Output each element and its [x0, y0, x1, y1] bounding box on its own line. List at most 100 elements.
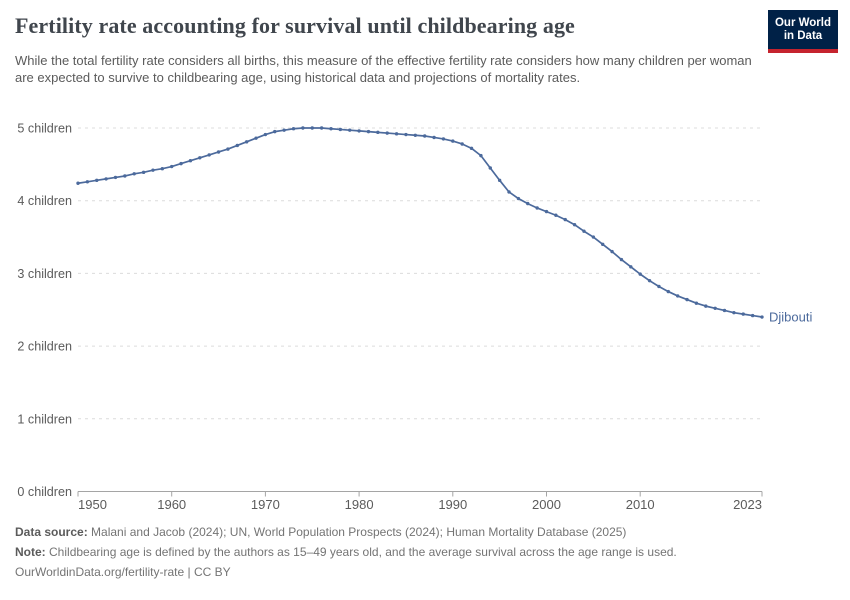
note-line: Note: Childbearing age is defined by the… [15, 542, 835, 562]
data-point[interactable] [207, 153, 211, 157]
data-point[interactable] [104, 177, 108, 181]
page-title: Fertility rate accounting for survival u… [15, 13, 575, 38]
data-point[interactable] [348, 128, 352, 132]
data-point[interactable] [151, 168, 155, 172]
data-point[interactable] [357, 129, 361, 133]
data-point[interactable] [254, 136, 258, 140]
data-point[interactable] [526, 201, 530, 206]
series-line-djibouti[interactable] [77, 127, 763, 318]
data-point[interactable] [722, 308, 727, 313]
data-point[interactable] [460, 142, 464, 146]
data-point[interactable] [338, 127, 343, 132]
data-source-label: Data source: [15, 525, 88, 539]
data-point[interactable] [591, 235, 596, 239]
y-axis-tick-label: 0 children [17, 485, 72, 499]
data-point[interactable] [95, 178, 99, 183]
data-point[interactable] [750, 313, 755, 318]
citation-link[interactable]: OurWorldinData.org/fertility-rate | CC B… [15, 565, 231, 579]
data-point[interactable] [647, 278, 652, 283]
data-point[interactable] [291, 127, 296, 131]
data-point[interactable] [535, 206, 539, 210]
data-point[interactable] [76, 181, 80, 185]
x-axis-tick-label: 1960 [157, 497, 186, 512]
data-point[interactable] [572, 222, 577, 227]
data-point[interactable] [657, 284, 661, 289]
data-point[interactable] [188, 159, 193, 163]
data-point[interactable] [376, 130, 380, 135]
data-point[interactable] [441, 137, 446, 141]
data-point[interactable] [601, 242, 605, 247]
data-point[interactable] [422, 134, 427, 138]
data-point[interactable] [301, 126, 305, 130]
data-point[interactable] [244, 140, 249, 144]
x-axis-tick-label: 1980 [345, 497, 374, 512]
data-point[interactable] [404, 132, 408, 137]
data-point[interactable] [554, 213, 558, 217]
data-point[interactable] [169, 164, 174, 169]
data-source-text: Malani and Jacob (2024); UN, World Popul… [91, 525, 627, 539]
y-axis-tick-label: 3 children [17, 267, 72, 281]
data-point[interactable] [310, 126, 314, 130]
x-axis-tick-label: 1970 [251, 497, 280, 512]
data-point[interactable] [704, 304, 708, 308]
data-point[interactable] [713, 306, 717, 310]
data-point[interactable] [497, 178, 502, 183]
data-point[interactable] [685, 297, 689, 302]
data-point[interactable] [629, 265, 633, 269]
data-point[interactable] [123, 174, 127, 178]
data-point[interactable] [451, 139, 455, 143]
data-point[interactable] [432, 135, 436, 140]
data-point[interactable] [675, 294, 680, 298]
data-point[interactable] [160, 167, 165, 171]
owid-logo-line2: in Data [783, 30, 823, 42]
data-point[interactable] [198, 156, 202, 160]
data-point[interactable] [619, 257, 624, 262]
data-point[interactable] [273, 129, 277, 134]
data-point[interactable] [563, 217, 567, 222]
x-axis-tick-label: 1950 [78, 497, 107, 512]
data-point[interactable] [741, 312, 745, 316]
data-point[interactable] [226, 147, 230, 151]
chart-subtitle: While the total fertility rate considers… [15, 53, 752, 85]
owid-logo-line1: Our World [774, 17, 831, 29]
data-point[interactable] [394, 132, 399, 136]
data-point[interactable] [179, 161, 183, 166]
data-point[interactable] [329, 127, 333, 131]
data-point[interactable] [132, 172, 136, 176]
data-point[interactable] [85, 180, 90, 184]
data-point[interactable] [507, 190, 511, 194]
y-axis-tick-label: 1 children [17, 412, 72, 426]
data-point[interactable] [282, 128, 286, 132]
data-point[interactable] [413, 133, 418, 137]
data-point[interactable] [113, 175, 118, 180]
data-point[interactable] [638, 272, 642, 276]
data-point[interactable] [366, 129, 371, 134]
data-point[interactable] [488, 166, 492, 170]
series-end-label[interactable]: Djibouti [769, 310, 812, 325]
data-point[interactable] [516, 196, 521, 201]
data-point[interactable] [732, 310, 736, 315]
data-point[interactable] [694, 301, 699, 305]
data-point[interactable] [544, 209, 549, 214]
data-point[interactable] [385, 131, 389, 135]
data-point[interactable] [760, 315, 764, 319]
x-axis-tick-label: 2023 [733, 497, 762, 512]
note-label: Note: [15, 545, 46, 559]
x-axis-tick-label: 1990 [438, 497, 467, 512]
chart-footer: Data source: Malani and Jacob (2024); UN… [15, 522, 835, 582]
data-point[interactable] [666, 289, 671, 294]
data-point[interactable] [216, 150, 221, 154]
y-axis-tick-label: 4 children [17, 194, 72, 208]
note-text: Childbearing age is defined by the autho… [49, 545, 677, 559]
x-axis-tick-label: 2000 [532, 497, 561, 512]
data-point[interactable] [235, 143, 239, 148]
data-point[interactable] [319, 126, 324, 130]
data-point[interactable] [582, 229, 586, 233]
data-point[interactable] [141, 170, 146, 175]
data-point[interactable] [610, 249, 614, 254]
data-point[interactable] [263, 132, 268, 137]
data-point[interactable] [469, 146, 474, 151]
data-point[interactable] [479, 153, 483, 158]
